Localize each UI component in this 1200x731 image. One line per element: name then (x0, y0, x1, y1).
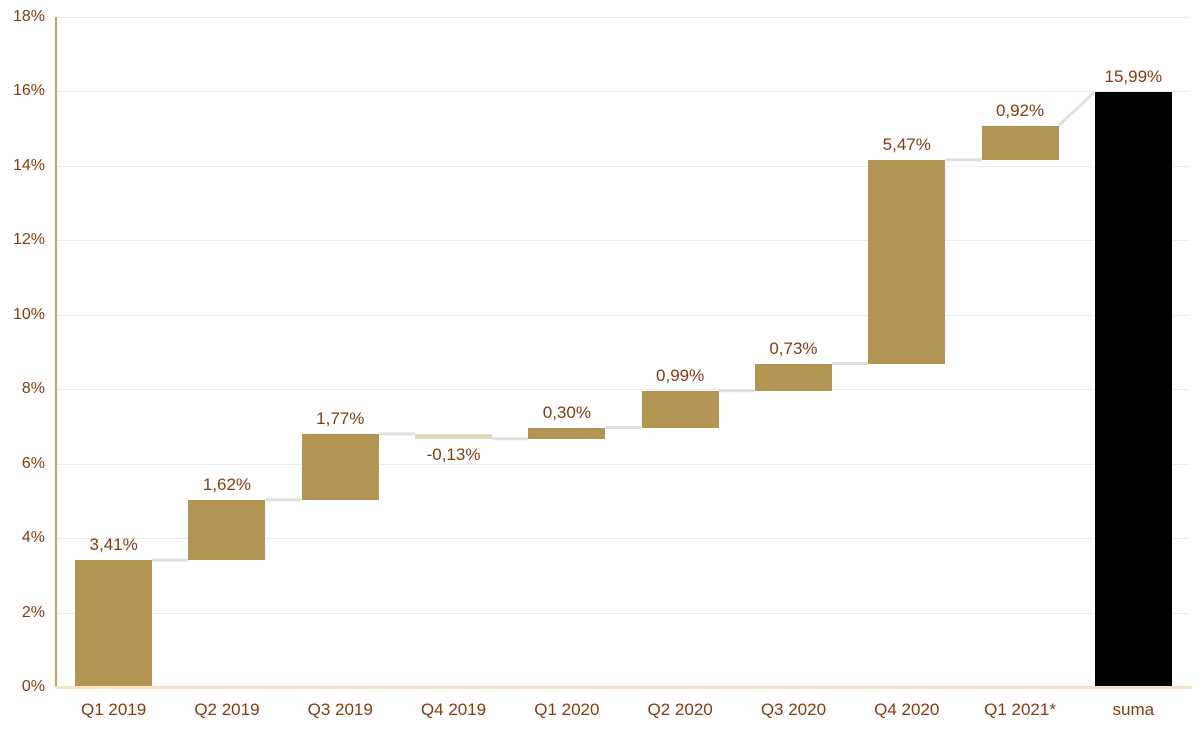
y-axis: 0% 2% 4% 6% 8% 10% 12% 14% 16% 18% (0, 0, 49, 731)
gridline (57, 91, 1190, 93)
connector-lines (152, 90, 1096, 562)
bar-q3-2020 (754, 363, 832, 391)
gridline (57, 240, 1190, 242)
data-label: 0,99% (656, 365, 705, 385)
y-tick-label: 2% (21, 603, 45, 621)
gridline (57, 314, 1190, 316)
data-label: 0,92% (995, 100, 1045, 120)
x-tick-label: Q4 2020 (874, 700, 940, 719)
data-label: -0,13% (426, 444, 481, 464)
data-label: 3,41% (89, 535, 138, 555)
bar-q4-2020 (868, 159, 946, 364)
y-tick-label: 12% (12, 231, 45, 249)
bar-q1-2021 (981, 125, 1059, 160)
bar-q2-2020 (641, 390, 719, 428)
data-label: 5,47% (882, 134, 931, 154)
x-tick-label: Q1 2019 (81, 700, 147, 719)
x-tick-label: Q4 2019 (420, 700, 487, 719)
y-tick-label: 8% (21, 380, 45, 398)
y-tick-label: 10% (12, 305, 45, 323)
bar-q3-2019 (301, 433, 379, 500)
x-tick-label: Q3 2020 (760, 700, 827, 719)
gridline (57, 389, 1190, 391)
bar-suma (1094, 91, 1172, 687)
x-tick-label: Q2 2020 (647, 700, 713, 719)
plot-area: 3,41% 1,62% 1,77% -0,13% 0,30% 0,99% 0,73% 5,47… (57, 17, 1190, 687)
gridline (57, 463, 1190, 465)
x-tick-label: Q2 2019 (194, 700, 260, 719)
y-axis-line (55, 17, 57, 687)
gridline (57, 17, 1190, 18)
x-tick-label: Q1 2020 (534, 700, 600, 719)
x-tick-label: Q3 2019 (307, 700, 373, 719)
y-tick-label: 4% (21, 529, 45, 547)
y-tick-label: 16% (12, 82, 45, 100)
y-tick-label: 14% (12, 156, 45, 174)
gridline (57, 538, 1190, 540)
data-label: 0,73% (769, 338, 818, 358)
bar-q1-2020 (528, 427, 606, 439)
gridline (57, 165, 1190, 167)
data-label: 15,99% (1104, 66, 1163, 86)
x-tick-label: suma (1112, 700, 1155, 719)
y-tick-label: 6% (21, 454, 45, 472)
x-axis-line (55, 686, 1192, 689)
bar-q2-2019 (188, 499, 266, 561)
y-tick-label: 0% (21, 678, 45, 695)
data-label: 1,62% (202, 474, 252, 494)
bar-q4-2019 (415, 433, 493, 439)
bar-q1-2019 (75, 560, 153, 687)
gridline (57, 612, 1190, 614)
data-label: 1,77% (316, 408, 365, 428)
connector-line (1057, 90, 1096, 127)
data-label: 0,30% (542, 402, 591, 422)
x-tick-label: Q1 2021* (984, 700, 1056, 719)
y-tick-label: 18% (12, 8, 45, 25)
